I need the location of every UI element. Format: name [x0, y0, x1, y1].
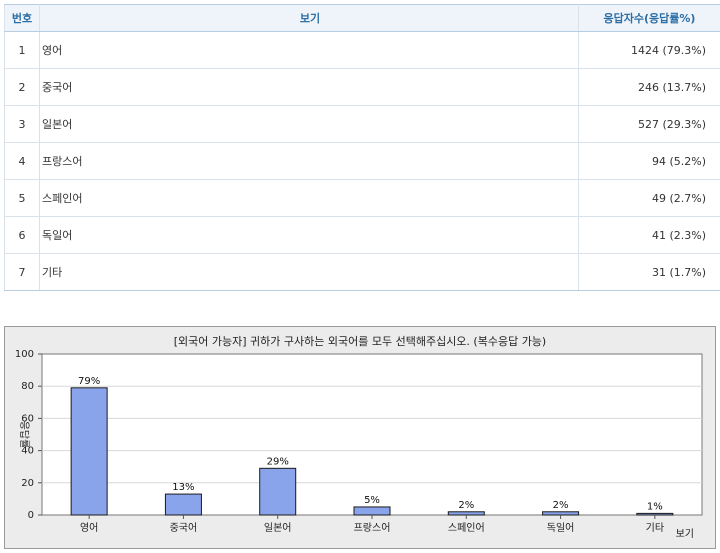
bar-chart: 0 20 40 60 80 100 응답률 79% 영어 13% 중국어 29% 일본어 5% 프랑스어 2%…	[15, 349, 703, 540]
table-header-row: 번호 보기 응답자수(응답률%)	[4, 4, 720, 32]
row-responses: 1424 (79.3%)	[578, 31, 720, 69]
x-tick-label: 프랑스어	[354, 522, 391, 534]
header-no: 번호	[4, 4, 40, 32]
y-tick-label: 80	[21, 381, 34, 392]
table-row: 1 영어 1424 (79.3%)	[4, 31, 720, 69]
chart-panel: [외국어 가능자] 귀하가 구사하는 외국어를 모두 선택해주십시오. (복수응…	[4, 326, 716, 549]
header-responses: 응답자수(응답률%)	[578, 4, 720, 32]
y-tick-label: 20	[21, 478, 34, 489]
bar	[70, 387, 108, 516]
table-row: 4 프랑스어 94 (5.2%)	[4, 142, 720, 180]
row-no: 1	[4, 31, 40, 69]
row-view: 중국어	[39, 68, 579, 106]
table-row: 2 중국어 246 (13.7%)	[4, 68, 720, 106]
y-tick-label: 100	[15, 349, 34, 360]
plot-area	[41, 353, 703, 516]
bar	[353, 506, 391, 516]
header-view: 보기	[39, 4, 579, 32]
bar	[447, 511, 485, 516]
row-no: 4	[4, 142, 40, 180]
x-tick-label: 영어	[80, 522, 98, 534]
data-label: 1%	[647, 501, 663, 512]
bar	[636, 512, 674, 516]
chart-title: [외국어 가능자] 귀하가 구사하는 외국어를 모두 선택해주십시오. (복수응…	[173, 335, 547, 348]
row-no: 7	[4, 253, 40, 291]
data-label: 5%	[364, 495, 380, 506]
row-view: 프랑스어	[39, 142, 579, 180]
data-label: 13%	[172, 482, 194, 493]
table-row: 5 스페인어 49 (2.7%)	[4, 179, 720, 217]
response-table: 번호 보기 응답자수(응답률%) 1 영어 1424 (79.3%) 2 중국어…	[4, 4, 720, 291]
row-no: 6	[4, 216, 40, 254]
row-view: 영어	[39, 31, 579, 69]
row-view: 일본어	[39, 105, 579, 143]
bar	[542, 511, 580, 516]
x-tick-label: 스페인어	[448, 522, 485, 534]
row-responses: 527 (29.3%)	[578, 105, 720, 143]
x-tick-label: 일본어	[264, 522, 292, 534]
row-responses: 31 (1.7%)	[578, 253, 720, 291]
x-tick-label: 중국어	[170, 522, 198, 534]
row-responses: 41 (2.3%)	[578, 216, 720, 254]
table-row: 7 기타 31 (1.7%)	[4, 253, 720, 291]
x-tick-label: 기타	[646, 522, 664, 534]
bar	[259, 467, 297, 516]
y-tick-label: 60	[21, 413, 34, 424]
row-view: 스페인어	[39, 179, 579, 217]
row-responses: 94 (5.2%)	[578, 142, 720, 180]
x-axis-label: 보기	[676, 528, 694, 540]
data-label: 79%	[78, 376, 100, 387]
table-row: 6 독일어 41 (2.3%)	[4, 216, 720, 254]
y-tick-label: 0	[28, 510, 34, 521]
data-label: 2%	[458, 500, 474, 511]
table-row: 3 일본어 527 (29.3%)	[4, 105, 720, 143]
row-no: 2	[4, 68, 40, 106]
row-no: 5	[4, 179, 40, 217]
row-view: 기타	[39, 253, 579, 291]
row-view: 독일어	[39, 216, 579, 254]
data-label: 29%	[267, 456, 289, 467]
row-responses: 246 (13.7%)	[578, 68, 720, 106]
x-tick-label: 독일어	[547, 522, 575, 534]
y-axis-label: 응답률	[18, 421, 30, 449]
y-tick-label: 40	[21, 446, 34, 457]
bar	[164, 493, 202, 516]
row-no: 3	[4, 105, 40, 143]
row-responses: 49 (2.7%)	[578, 179, 720, 217]
data-label: 2%	[553, 500, 569, 511]
